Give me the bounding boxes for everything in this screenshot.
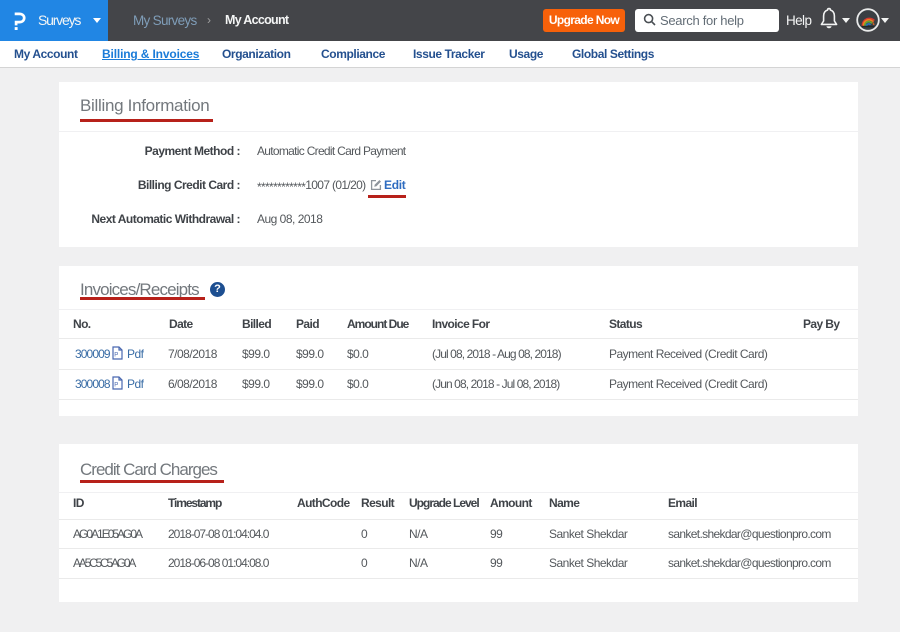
svg-text:P: P xyxy=(114,383,118,389)
svg-text:P: P xyxy=(114,353,118,359)
